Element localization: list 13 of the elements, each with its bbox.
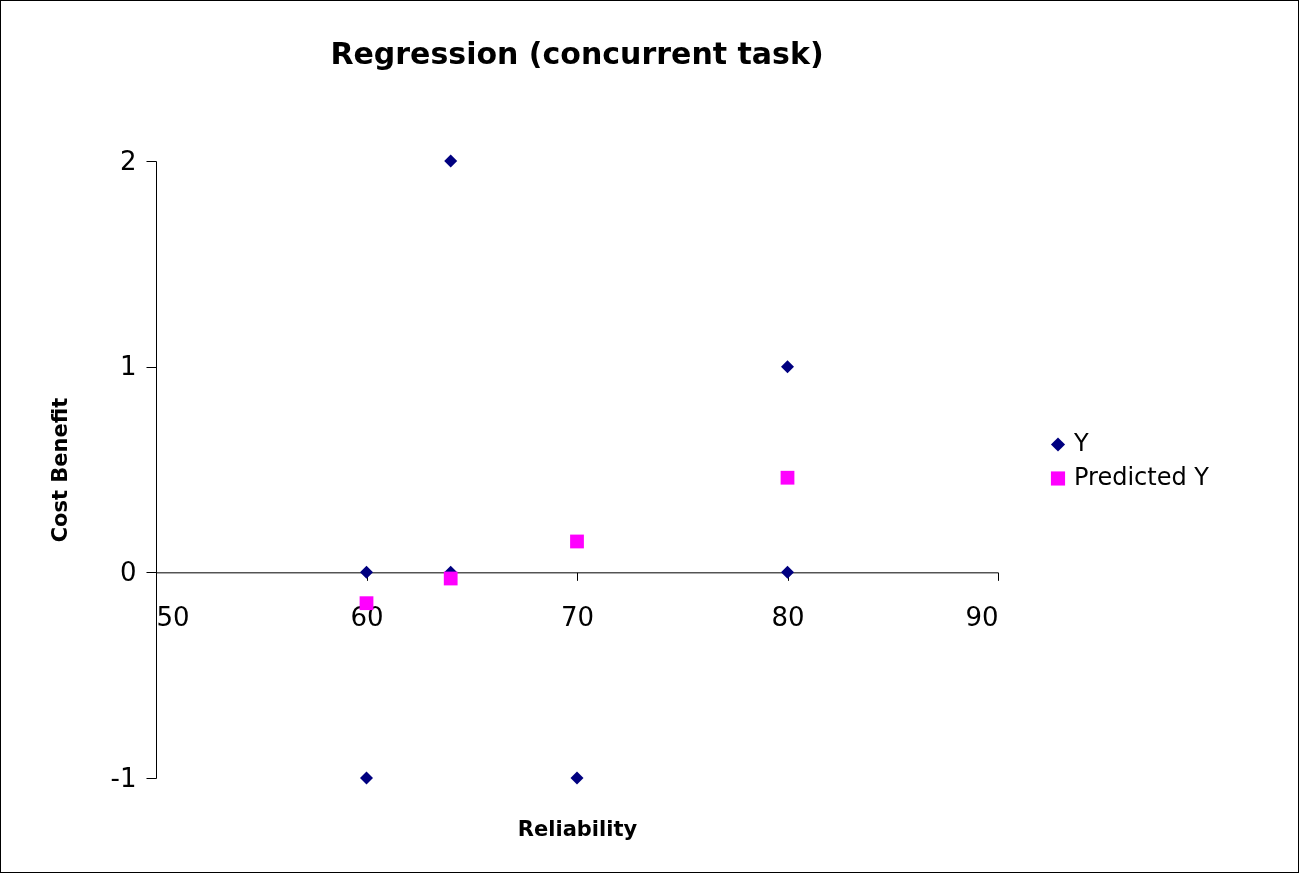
x-axis-title: Reliability (517, 816, 638, 841)
x-tick-label: 90 (965, 601, 999, 632)
chart-title: Regression (concurrent task) (330, 36, 824, 71)
x-tick-label: 70 (560, 601, 595, 632)
y-axis-title: Cost Benefit (47, 397, 72, 543)
y-tick-label: 0 (119, 556, 137, 587)
y-tick-label: 2 (119, 145, 137, 176)
y-tick-label: -1 (110, 762, 137, 793)
x-tick-label: 50 (156, 601, 190, 632)
legend-label: Predicted Y (1074, 463, 1210, 492)
x-tick-label: 80 (771, 601, 805, 632)
y-tick-label: 1 (119, 351, 137, 382)
legend-label: Y (1073, 429, 1089, 458)
